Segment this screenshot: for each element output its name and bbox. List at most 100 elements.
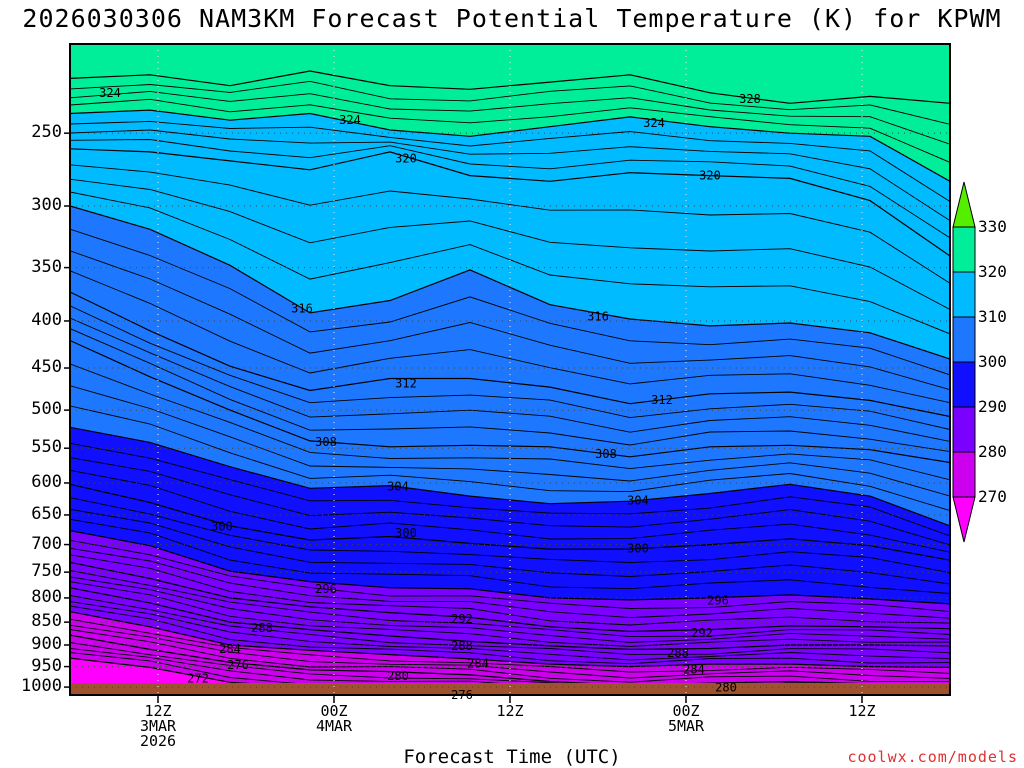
contour-label: 280 [715, 681, 737, 695]
contour-label: 300 [395, 526, 417, 540]
y-tick-label: 800 [31, 586, 62, 607]
contour-line-intermediate [70, 442, 950, 537]
y-tick-label: 350 [31, 256, 62, 277]
colorbar-label: 270 [978, 487, 1007, 506]
y-tick-label: 450 [31, 357, 62, 378]
credit-link[interactable]: coolwx.com/models [847, 748, 1018, 766]
contour-line-intermediate [70, 457, 950, 546]
x-tick-date: 5MAR [667, 717, 705, 735]
contour-line-intermediate [70, 547, 950, 619]
contour-line-theta-276K [70, 634, 950, 687]
x-tick-time: 12Z [144, 702, 172, 720]
contour-label: 292 [451, 612, 473, 626]
contour-line-theta-288K [70, 561, 950, 633]
contour-line-intermediate [70, 601, 950, 661]
contour-line-intermediate [70, 618, 950, 674]
contour-line-intermediate [70, 629, 950, 683]
x-tick-time: 00Z [320, 702, 348, 720]
contour-label: 324 [643, 116, 665, 130]
contour-label: 288 [451, 639, 473, 653]
colorbar-swatch [952, 226, 976, 273]
colorbar-label: 320 [978, 262, 1007, 281]
contour-band-324 [70, 71, 950, 182]
contour-line-intermediate [70, 305, 950, 430]
colorbar-swatch [952, 361, 976, 408]
contour-line-theta-324K [70, 70, 950, 104]
colorbar-label: 330 [978, 217, 1007, 236]
colorbar-swatch [952, 271, 976, 318]
contour-label: 272 [187, 671, 209, 685]
contour-band-316 [70, 148, 950, 360]
x-tick-year: 2026 [139, 732, 177, 750]
x-tick-date: 4MAR [315, 717, 353, 735]
contour-label: 296 [707, 594, 729, 608]
contour-label: 304 [627, 493, 649, 507]
contour-label: 324 [99, 86, 121, 100]
x-tick-label: 12Z [817, 704, 907, 719]
contour-label: 292 [691, 626, 713, 640]
contour-label: 276 [227, 658, 249, 672]
contour-label: 308 [315, 435, 337, 449]
contour-label: 280 [387, 669, 409, 683]
chart-title: 2026030306 NAM3KM Forecast Potential Tem… [22, 4, 1002, 33]
contour-line-intermediate [70, 539, 950, 613]
contour-label: 312 [395, 377, 417, 391]
contour-line-intermediate [70, 508, 950, 585]
contour-label: 316 [587, 309, 609, 323]
y-tick-label: 650 [31, 503, 62, 524]
y-tick-label: 1000 [21, 676, 62, 697]
contour-label: 296 [315, 582, 337, 596]
contour-band-320 [70, 110, 950, 257]
contour-line-theta-280K [70, 611, 950, 668]
contour-line-intermediate [70, 497, 950, 574]
contour-fill-layer [70, 44, 950, 695]
colorbar-swatch [952, 406, 976, 453]
x-tick-label: 12Z 3MAR 2026 [113, 704, 203, 749]
y-tick-label: 700 [31, 533, 62, 554]
y-tick-label: 600 [31, 471, 62, 492]
x-axis-title: Forecast Time (UTC) [403, 746, 621, 768]
contour-line-theta-320K [70, 109, 950, 182]
contour-label: 308 [595, 447, 617, 461]
contour-line-intermediate [70, 129, 950, 221]
contour-line-intermediate [70, 98, 950, 163]
terrain-strip [70, 683, 950, 695]
contour-label: 304 [387, 480, 409, 494]
contour-line-intermediate [70, 328, 950, 453]
x-tick-time: 12Z [848, 702, 876, 720]
contour-line-intermediate [70, 120, 950, 202]
x-tick-date: 3MAR [139, 717, 177, 735]
contour-label: 284 [683, 663, 705, 677]
contour-line-intermediate [70, 80, 950, 125]
contour-band-276 [70, 635, 950, 695]
contour-label: 300 [627, 542, 649, 556]
colorbar-label: 290 [978, 397, 1007, 416]
y-tick-label: 550 [31, 437, 62, 458]
contour-line-intermediate [70, 595, 950, 655]
colorbar-swatch [952, 181, 976, 228]
colorbar-swatch [952, 451, 976, 498]
contour-band-304 [70, 340, 950, 526]
contour-label: 328 [739, 92, 761, 106]
colorbar-label: 280 [978, 442, 1007, 461]
contour-line-intermediate [70, 317, 950, 442]
contour-label: 324 [339, 113, 361, 127]
x-tick-label: 00Z 4MAR [289, 704, 379, 734]
contour-band-284 [70, 587, 950, 668]
y-tick-label: 750 [31, 561, 62, 582]
contour-band-312 [70, 206, 950, 417]
contour-line-intermediate [70, 139, 950, 239]
contour-line-intermediate [70, 518, 950, 594]
contour-line-intermediate [70, 405, 950, 512]
contour-line-intermediate [70, 385, 950, 497]
colorbar-label: 310 [978, 307, 1007, 326]
contour-labels: 328 324 324 324 320 316 320 316 312 312 308 308 304 3… [99, 86, 761, 702]
x-tick-label: 00Z 5MAR [641, 704, 731, 734]
contour-band-328 [70, 44, 950, 104]
colorbar-swatch [952, 496, 976, 543]
contour-label: 320 [395, 152, 417, 166]
contour-line-theta-284K [70, 587, 950, 651]
y-tick-label: 400 [31, 309, 62, 330]
contour-line-theta-300K [70, 426, 950, 527]
